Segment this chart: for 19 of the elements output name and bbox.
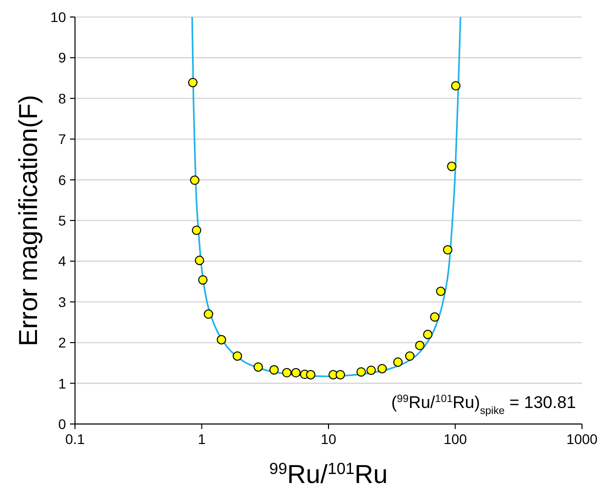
y-tick-label: 9	[58, 50, 66, 66]
y-tick-label: 10	[50, 9, 66, 25]
y-tick-label: 4	[58, 253, 66, 270]
y-tick-label: 0	[58, 416, 66, 432]
y-tick-label: 1	[58, 375, 66, 392]
x-tick-label: 1	[198, 431, 206, 447]
y-tick-label: 7	[58, 131, 66, 148]
y-axis-title: Error magnification(F)	[13, 94, 43, 346]
x-tick-label: 0.1	[65, 431, 85, 447]
y-tick-label: 2	[58, 334, 66, 351]
x-tick-label: 10	[320, 431, 336, 447]
x-tick-label: 100	[444, 431, 468, 447]
y-tick-label: 5	[58, 212, 66, 228]
annotation: ($^{99}$Ru/$^{101}$Ru)$_{spike}$ = 130.81	[391, 393, 576, 417]
y-tick-label: 3	[58, 294, 66, 310]
x-tick-label: 1000	[566, 431, 598, 447]
y-tick-label: 8	[58, 90, 66, 106]
x-axis-title: $^{99}$Ru/$^{101}$Ru	[269, 459, 388, 489]
y-tick-label: 6	[58, 172, 66, 188]
